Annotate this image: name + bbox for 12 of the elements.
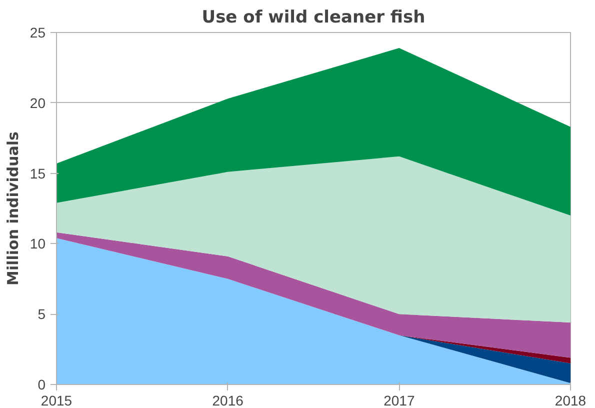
y-tick-label: 0: [38, 376, 46, 392]
y-tick-label: 25: [30, 24, 46, 40]
y-tick-label: 5: [38, 306, 46, 322]
y-axis-title: Million individuals: [4, 131, 22, 286]
x-tick-label: 2016: [212, 392, 244, 408]
y-tick-label: 15: [30, 165, 46, 182]
x-tick-label: 2017: [384, 392, 415, 408]
x-tick-label: 2015: [40, 392, 72, 408]
chart-title: Use of wild cleaner fish: [202, 8, 426, 28]
y-tick-label: 20: [30, 94, 46, 111]
x-tick-label: 2018: [554, 392, 586, 408]
y-tick-label: 10: [30, 236, 46, 252]
